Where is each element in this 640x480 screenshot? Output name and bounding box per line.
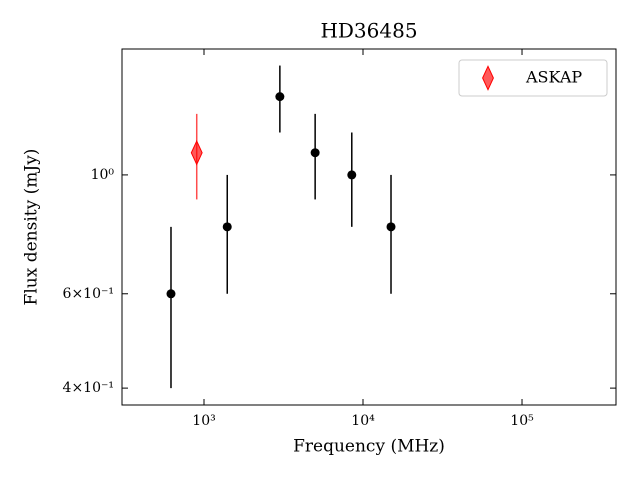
data-point xyxy=(166,289,176,299)
data-point xyxy=(347,170,357,180)
y-tick-label: 6×10⁻¹ xyxy=(63,286,114,302)
data-point xyxy=(310,148,320,158)
y-axis-label: Flux density (mJy) xyxy=(22,149,42,306)
data-point xyxy=(190,139,203,166)
data-point xyxy=(386,222,396,232)
x-tick-label: 10³ xyxy=(192,413,215,429)
legend-box xyxy=(458,59,608,97)
x-tick-label: 10⁵ xyxy=(510,413,534,429)
legend-label: ASKAP xyxy=(525,68,582,87)
x-axis-label: Frequency (MHz) xyxy=(293,437,445,457)
data-point xyxy=(275,92,285,102)
x-tick-label: 10⁴ xyxy=(351,413,375,429)
chart-title: HD36485 xyxy=(320,19,417,43)
legend-marker xyxy=(482,65,494,91)
data-point xyxy=(222,222,232,232)
y-tick-label: 4×10⁻¹ xyxy=(63,380,114,396)
y-tick-label: 10⁰ xyxy=(91,167,115,183)
plot-frame xyxy=(121,48,617,406)
